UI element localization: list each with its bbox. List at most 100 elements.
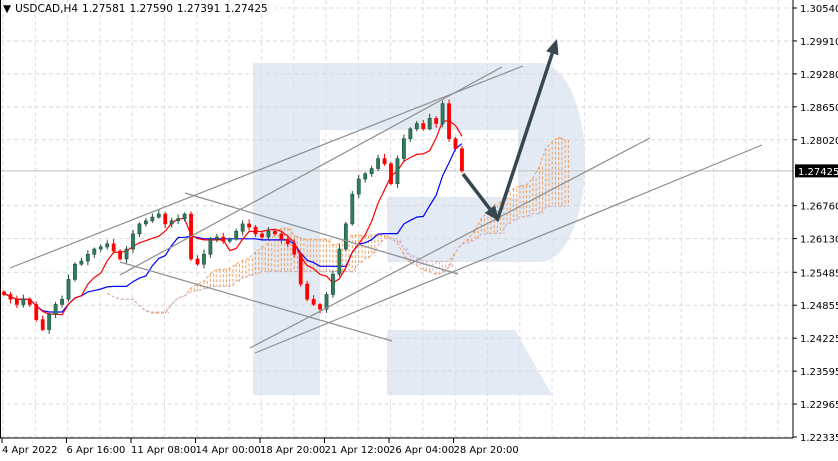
bull-candle: [395, 158, 400, 184]
up-arrow-shaft: [495, 52, 554, 222]
indicator-lines: [3, 120, 566, 316]
bear-candle: [389, 163, 393, 184]
price-tick-label: 1.28020: [800, 136, 838, 147]
bull-candle: [408, 128, 413, 140]
bear-candle: [195, 258, 200, 265]
price-tick-label: 1.26760: [800, 202, 838, 213]
price-tick-label: 1.29280: [800, 70, 838, 81]
bull-candle: [356, 178, 361, 195]
price-axis[interactable]: 1.30540 1.29910 1.29280 1.28650 1.28020 1.267…: [793, 4, 838, 444]
trend-lines[interactable]: [9, 65, 763, 354]
bull-candle: [105, 243, 110, 248]
price-tick-label: 1.23595: [800, 367, 838, 378]
bear-candle: [118, 250, 123, 260]
bull-candle: [131, 233, 135, 250]
bull-candle: [350, 193, 355, 225]
time-tick-label: 28 Apr 20:00: [454, 445, 519, 456]
bull-candle: [137, 223, 142, 235]
trend-line: [249, 137, 651, 349]
bear-candle: [2, 291, 6, 295]
price-tick-label: 1.28650: [800, 103, 838, 114]
price-tick-label: 1.26130: [800, 235, 838, 246]
logo-r-bowl: [253, 63, 585, 395]
bull-candle: [401, 138, 406, 159]
time-axis[interactable]: 4 Apr 2022 6 Apr 16:00 11 Apr 08:00 14 Apr …: [1, 438, 519, 456]
bull-candle: [150, 216, 155, 222]
tenkan-sen-line: [3, 120, 463, 316]
bear-candle: [8, 294, 13, 300]
bull-candle: [85, 253, 90, 262]
time-tick-label: 14 Apr 00:00: [196, 445, 261, 456]
logo-watermark: [253, 63, 585, 395]
bear-candle: [460, 148, 464, 172]
bear-candle: [247, 223, 252, 228]
axes: [0, 0, 794, 439]
trend-line: [119, 261, 393, 342]
up-arrow-head-icon: [546, 39, 559, 56]
bear-candle: [221, 236, 226, 242]
forecast-arrows[interactable]: [461, 39, 559, 222]
bull-candle: [124, 248, 129, 260]
bear-candle: [15, 298, 19, 305]
bear-candle: [34, 304, 39, 320]
bull-candle: [21, 298, 26, 305]
price-tick-label: 1.24855: [800, 301, 838, 312]
grid: [0, 0, 793, 438]
bear-candle: [40, 319, 45, 330]
bull-candle: [266, 230, 271, 238]
logo-r-leg: [387, 330, 552, 395]
down-arrow-shaft: [461, 172, 492, 211]
bear-candle: [292, 243, 297, 255]
bear-candle: [163, 213, 168, 225]
bear-candle: [318, 304, 322, 310]
bull-candle: [343, 223, 348, 250]
close-price: 1.27425: [224, 3, 268, 15]
bull-candle: [60, 298, 64, 305]
bull-candle: [73, 263, 77, 280]
bull-candle: [234, 230, 239, 240]
low-price: 1.27391: [176, 3, 221, 15]
bull-candle: [214, 236, 219, 240]
bull-candle: [92, 248, 97, 255]
bull-candle: [53, 304, 58, 315]
bear-candle: [447, 103, 451, 140]
bull-candle: [144, 220, 148, 225]
trend-line: [184, 192, 459, 275]
trend-line: [119, 66, 503, 276]
bear-candle: [111, 243, 116, 252]
triangle-down-icon[interactable]: ▼: [3, 3, 12, 15]
bull-candle: [440, 103, 445, 124]
bull-candle: [182, 213, 187, 220]
symbol-timeframe: USDCAD,H4: [15, 3, 79, 15]
time-tick-label: 21 Apr 12:00: [325, 445, 390, 456]
bull-candle: [47, 314, 52, 330]
price-tick-label: 1.22335: [800, 433, 838, 444]
current-price-badge: [795, 164, 838, 178]
senkou-span-b-line: [106, 205, 566, 313]
bear-candle: [453, 138, 458, 149]
trend-line: [9, 65, 524, 269]
bull-candle: [240, 223, 245, 232]
bull-candle: [363, 173, 368, 180]
current-price-label: 1.27425: [798, 167, 838, 178]
trend-line: [254, 144, 763, 354]
bear-candle: [298, 253, 303, 285]
price-tick-label: 1.22965: [800, 400, 838, 411]
bear-candle: [279, 233, 284, 240]
time-tick-label: 11 Apr 08:00: [131, 445, 196, 456]
bear-candle: [434, 118, 439, 124]
chart-header: ▼ USDCAD,H4 1.27581 1.27590 1.27391 1.27425: [3, 3, 275, 15]
bull-candle: [376, 158, 381, 169]
bull-candle: [98, 246, 103, 250]
time-tick-label: 18 Apr 20:00: [260, 445, 325, 456]
bull-candle: [369, 168, 374, 175]
bear-candle: [311, 298, 316, 305]
time-tick-label: 4 Apr 2022: [2, 445, 57, 456]
bear-candle: [27, 298, 32, 305]
price-tick-label: 1.29910: [800, 37, 838, 48]
bull-candle: [427, 118, 432, 130]
bear-candle: [260, 233, 264, 238]
price-tick-label: 1.30540: [800, 4, 838, 15]
bear-candle: [421, 123, 426, 130]
